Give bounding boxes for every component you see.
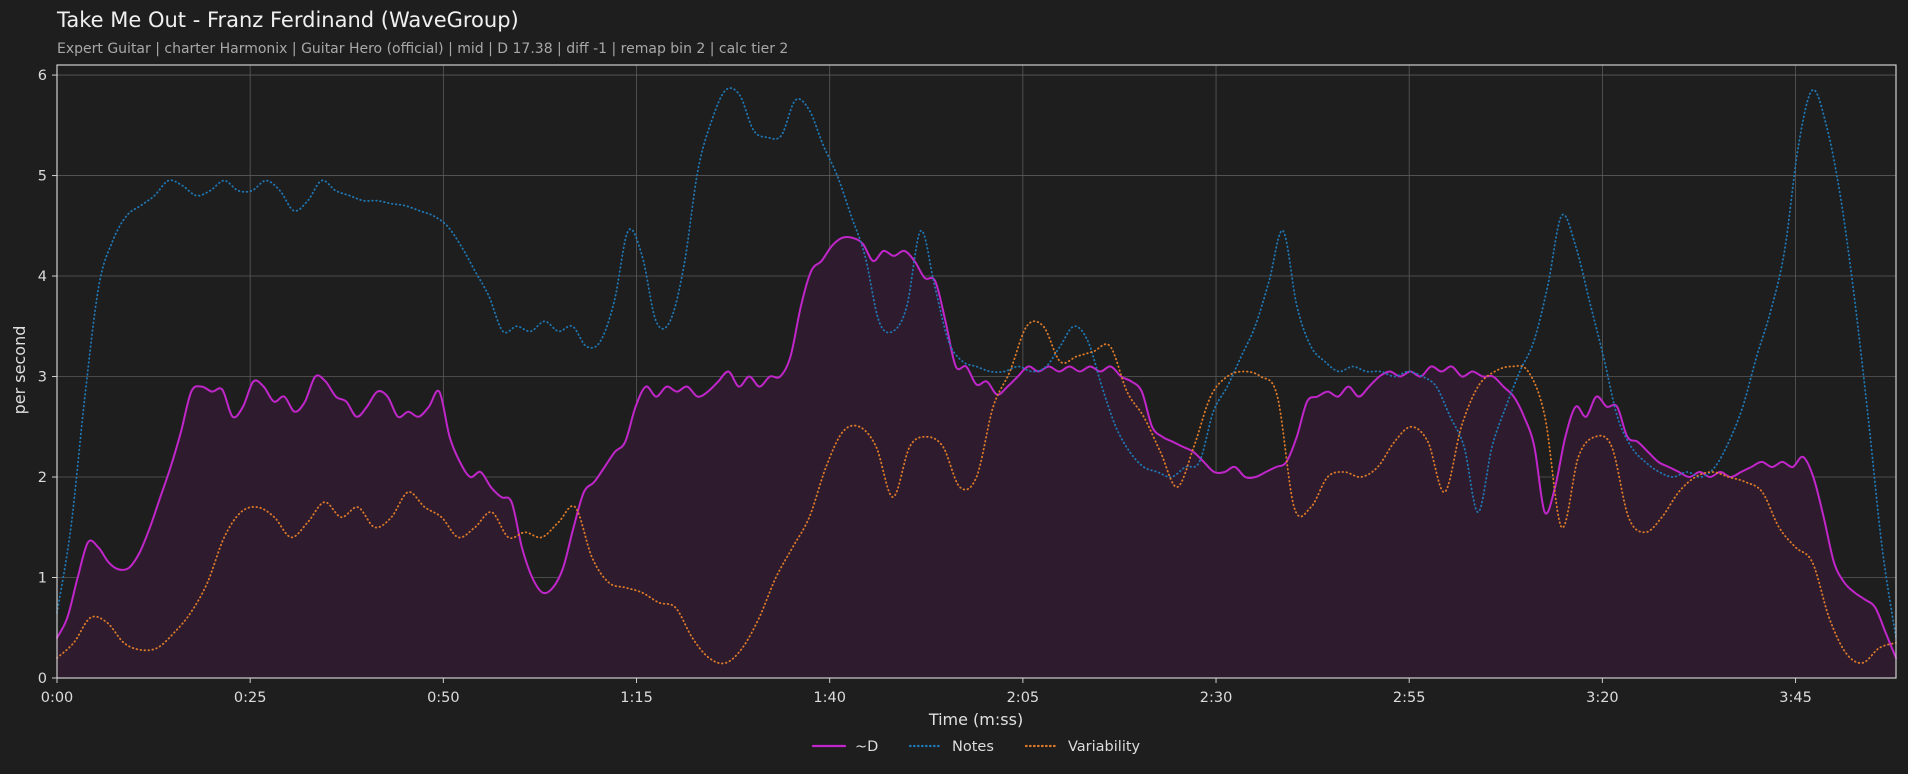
x-tick-label: 0:00 — [41, 690, 74, 706]
series-line-d — [56, 235, 1897, 659]
legend: ~D Notes Variability — [811, 739, 1141, 755]
x-tick-label: 1:40 — [813, 690, 846, 706]
x-tick-label: 3:20 — [1586, 690, 1619, 706]
x-tick-label: 3:45 — [1779, 690, 1812, 706]
y-tick-label: 1 — [38, 571, 47, 587]
y-tick-label: 2 — [38, 470, 47, 486]
y-tick-label: 4 — [38, 269, 47, 285]
area-d — [57, 236, 1896, 678]
x-tick-label: 2:05 — [1007, 690, 1040, 706]
legend-label: ~D — [855, 739, 878, 755]
x-tick-label: 0:25 — [234, 690, 267, 706]
legend-item: Variability — [1024, 739, 1141, 755]
y-tick-label: 6 — [38, 68, 47, 84]
area-fill — [57, 236, 1896, 678]
series-lines — [56, 87, 1897, 665]
x-tick-label: 0:50 — [427, 690, 460, 706]
chart-title: Take Me Out - Franz Ferdinand (WaveGroup… — [57, 8, 519, 32]
x-tick-label: 1:15 — [620, 690, 653, 706]
series-line-variability — [56, 320, 1897, 665]
legend-item: ~D — [811, 739, 878, 755]
x-tick-label: 2:55 — [1393, 690, 1426, 706]
legend-label: Variability — [1068, 739, 1141, 755]
y-axis-ticks: 0 1 2 3 4 5 6 — [38, 68, 57, 687]
chart-subtitle: Expert Guitar | charter Harmonix | Guita… — [57, 41, 789, 57]
x-axis-label: Time (m:ss) — [928, 710, 1023, 729]
y-tick-label: 0 — [38, 671, 47, 687]
legend-label: Notes — [952, 739, 994, 755]
y-axis-label: per second — [10, 326, 29, 415]
x-axis-ticks: 0:00 0:25 0:50 1:15 1:40 2:05 2:30 2:55 3:20 3:45 — [41, 678, 1812, 706]
plot-frame — [56, 64, 1897, 679]
series-line-notes — [56, 87, 1897, 639]
legend-item: Notes — [908, 739, 994, 755]
y-tick-label: 5 — [38, 169, 47, 185]
y-tick-label: 3 — [38, 370, 47, 386]
x-tick-label: 2:30 — [1200, 690, 1233, 706]
